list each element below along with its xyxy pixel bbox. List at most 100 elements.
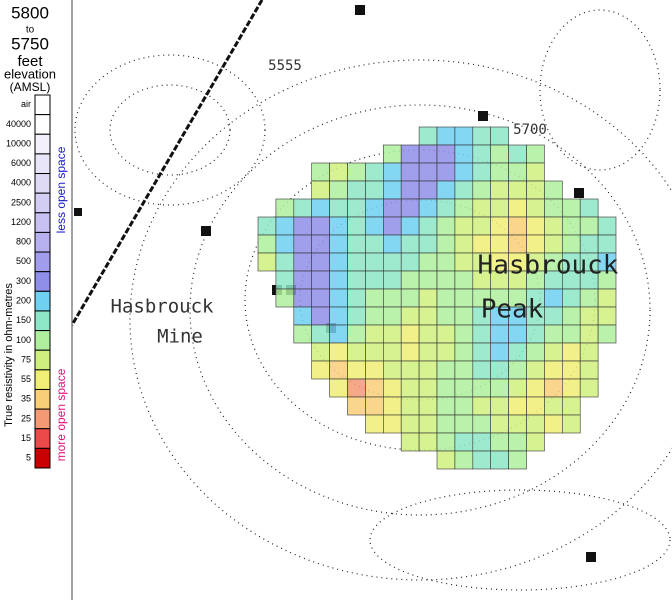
resistivity-cell	[454, 144, 474, 164]
resistivity-cell	[275, 234, 295, 254]
resistivity-cell	[454, 324, 474, 344]
resistivity-cell	[347, 288, 366, 308]
resistivity-cell	[454, 270, 474, 290]
resistivity-cell	[275, 270, 295, 290]
legend-label: 10000	[6, 138, 31, 148]
resistivity-cell	[508, 432, 527, 452]
marker	[586, 552, 596, 562]
resistivity-cell	[544, 324, 563, 344]
resistivity-cell	[544, 306, 563, 326]
contour	[539, 9, 661, 171]
resistivity-cell	[436, 288, 456, 308]
resistivity-cell	[418, 270, 438, 290]
resistivity-cell	[382, 378, 402, 398]
resistivity-cell	[544, 288, 563, 308]
resistivity-cell	[311, 306, 330, 326]
legend-label: air	[21, 99, 31, 109]
resistivity-cell	[436, 234, 456, 254]
resistivity-cell	[436, 342, 456, 362]
resistivity-cell	[436, 324, 456, 344]
resistivity-cell	[347, 324, 366, 344]
legend-label: 800	[16, 237, 31, 247]
resistivity-cell	[418, 396, 438, 416]
resistivity-cell	[454, 378, 474, 398]
legend-label: 150	[16, 315, 31, 325]
resistivity-cell	[436, 252, 456, 272]
resistivity-cell	[418, 306, 438, 326]
resistivity-cell	[382, 270, 402, 290]
resistivity-cell	[311, 234, 330, 254]
resistivity-cell	[275, 198, 295, 218]
map-label: Peak	[481, 295, 544, 325]
resistivity-cell	[472, 126, 491, 146]
legend-swatch	[34, 271, 51, 292]
legend-swatch	[34, 133, 51, 155]
marker	[478, 111, 488, 121]
resistivity-cell	[418, 252, 438, 272]
resistivity-cell	[579, 378, 599, 398]
resistivity-cell	[454, 234, 474, 254]
resistivity-cell	[382, 216, 402, 236]
resistivity-cell	[418, 432, 438, 452]
legend-swatch	[34, 408, 51, 430]
resistivity-cell	[490, 198, 509, 218]
resistivity-cell	[544, 360, 563, 380]
resistivity-cell	[311, 198, 330, 218]
resistivity-cell	[490, 378, 509, 398]
resistivity-cell	[382, 144, 402, 164]
resistivity-cell	[365, 270, 384, 290]
resistivity-cell	[508, 396, 527, 416]
marker	[201, 226, 211, 236]
resistivity-cell	[472, 144, 491, 164]
resistivity-cell	[293, 288, 312, 308]
resistivity-cell	[508, 342, 527, 362]
resistivity-cell	[365, 414, 384, 434]
resistivity-cell	[293, 324, 312, 344]
resistivity-cell	[544, 198, 563, 218]
resistivity-cell	[436, 180, 456, 200]
resistivity-cell	[329, 306, 348, 326]
resistivity-cell	[561, 324, 581, 344]
resistivity-cell	[561, 216, 581, 236]
resistivity-grid	[257, 126, 617, 470]
resistivity-cell	[365, 252, 384, 272]
contour	[189, 104, 651, 516]
resistivity-cell	[382, 180, 402, 200]
legend-swatch	[34, 330, 51, 351]
legend-swatch	[34, 349, 51, 371]
resistivity-cell	[436, 306, 456, 326]
resistivity-cell	[561, 378, 581, 398]
legend-label: 5	[26, 453, 31, 463]
resistivity-cell	[436, 414, 456, 434]
resistivity-cell	[508, 180, 527, 200]
resistivity-cell	[561, 396, 581, 416]
resistivity-cell	[436, 216, 456, 236]
map-labels: Hasbrouck Peak Hasbrouck Mine 5555 5700	[111, 58, 619, 348]
resistivity-cell	[329, 162, 348, 182]
resistivity-cell	[418, 162, 438, 182]
resistivity-cell	[436, 270, 456, 290]
legend-label: 100	[16, 335, 31, 345]
elevation-bottom: 5750	[11, 34, 49, 53]
resistivity-cell	[365, 342, 384, 362]
resistivity-cell	[490, 180, 509, 200]
resistivity-cell	[526, 324, 545, 344]
resistivity-cell	[400, 162, 420, 182]
resistivity-cell	[365, 180, 384, 200]
resistivity-cell	[526, 216, 545, 236]
resistivity-cell	[311, 342, 330, 362]
resistivity-cell	[400, 234, 420, 254]
resistivity-cell	[311, 252, 330, 272]
resistivity-cell	[454, 198, 474, 218]
resistivity-cell	[293, 198, 312, 218]
resistivity-cell	[490, 342, 509, 362]
resistivity-cell	[418, 180, 438, 200]
resistivity-cell	[561, 198, 581, 218]
resistivity-cell	[400, 414, 420, 434]
legend-label: 15	[21, 433, 31, 443]
resistivity-cell	[454, 180, 474, 200]
resistivity-cell	[472, 414, 491, 434]
resistivity-cell	[508, 324, 527, 344]
marker	[574, 188, 584, 198]
resistivity-cell	[418, 342, 438, 362]
